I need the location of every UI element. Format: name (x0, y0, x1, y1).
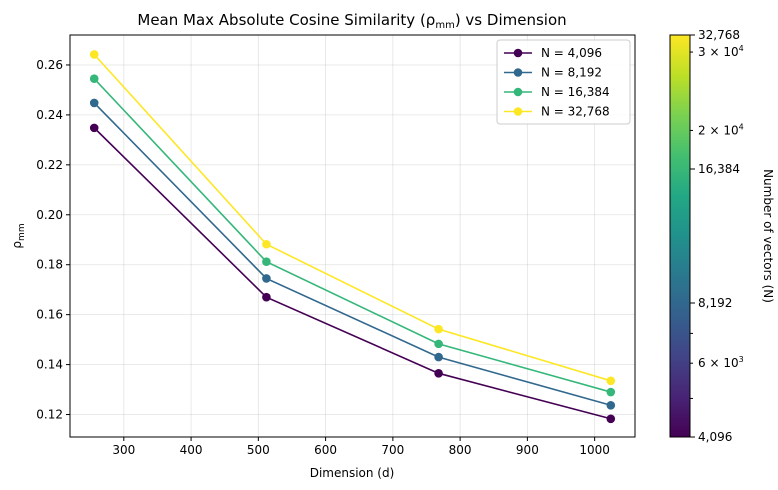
x-tick-label: 900 (516, 443, 539, 457)
series-8192 (89, 98, 616, 410)
data-point (89, 74, 99, 83)
x-tick-label: 700 (381, 443, 404, 457)
data-point (434, 369, 443, 378)
colorbar-tick-label: 32,768 (698, 28, 740, 42)
colorbar-tick-label: 16,384 (698, 162, 740, 176)
y-tick-label: 0.18 (36, 258, 63, 272)
colorbar (669, 34, 691, 438)
x-tick-label: 500 (247, 443, 270, 457)
colorbar-sci-label: 6 × 103 (698, 355, 744, 370)
data-point (606, 400, 616, 410)
legend-box (496, 39, 631, 125)
data-point (606, 387, 616, 397)
y-tick-label: 0.16 (36, 308, 63, 322)
y-axis-ticks: 0.12 0.14 0.16 0.18 0.20 0.22 0.24 0.26 (36, 58, 70, 422)
series-4096 (89, 123, 616, 424)
data-point (606, 414, 616, 424)
data-point (434, 352, 443, 362)
colorbar-label: Number of vectors (N) (761, 169, 775, 303)
x-axis-ticks: 300 400 500 600 700 800 900 1000 (112, 437, 610, 457)
x-tick-label: 400 (180, 443, 203, 457)
colorbar-sci-label: 2 × 104 (698, 122, 744, 137)
y-tick-label: 0.24 (36, 108, 63, 122)
y-axis-label: ρmm (10, 223, 27, 248)
y-tick-label: 0.22 (36, 158, 63, 172)
series-line (93, 53, 612, 382)
colorbar-sci-label: 3 × 104 (698, 44, 744, 59)
series-32768 (89, 50, 616, 386)
legend-label: N = 32,768 (541, 105, 610, 119)
series-line (93, 78, 612, 393)
colorbar-tick-label: 4,096 (698, 430, 732, 444)
series-line (93, 127, 611, 420)
plot-frame (69, 34, 636, 438)
data-point (262, 292, 271, 302)
x-tick-label: 800 (449, 443, 472, 457)
series-line (93, 102, 612, 407)
x-tick-label: 600 (314, 443, 337, 457)
data-point (89, 123, 99, 133)
legend-marker (513, 107, 523, 116)
data-point (262, 274, 271, 283)
y-tick-label: 0.12 (36, 408, 63, 422)
legend: N = 4,096 N = 8,192 N = 16,384 N = 32,768 (496, 39, 631, 125)
data-point (262, 239, 271, 249)
y-tick-label: 0.20 (36, 208, 63, 222)
x-tick-label: 1000 (579, 443, 610, 457)
legend-label: N = 16,384 (541, 85, 610, 99)
x-axis-label: Dimension (d) (310, 466, 395, 480)
legend-marker (513, 87, 523, 97)
series-16384 (89, 74, 616, 397)
chart-title: Mean Max Absolute Cosine Similarity (ρmm… (137, 11, 566, 31)
data-point (606, 376, 616, 386)
data-point (89, 50, 99, 59)
data-point (434, 339, 443, 349)
legend-label: N = 8,192 (541, 66, 602, 80)
data-point (262, 257, 271, 267)
legend-marker (513, 48, 523, 58)
legend-marker (513, 68, 523, 77)
colorbar-ticks: 4,096 8,192 16,384 32,768 6 × 103 2 × 104 3 × … (690, 28, 744, 444)
series-layer (89, 50, 616, 424)
colorbar-tick-label: 8,192 (698, 296, 732, 310)
y-tick-label: 0.26 (36, 58, 63, 72)
legend-label: N = 4,096 (541, 46, 602, 60)
y-tick-label: 0.14 (36, 358, 63, 372)
grid (70, 35, 635, 437)
data-point (434, 324, 443, 334)
x-tick-label: 300 (112, 443, 135, 457)
data-point (89, 98, 99, 108)
